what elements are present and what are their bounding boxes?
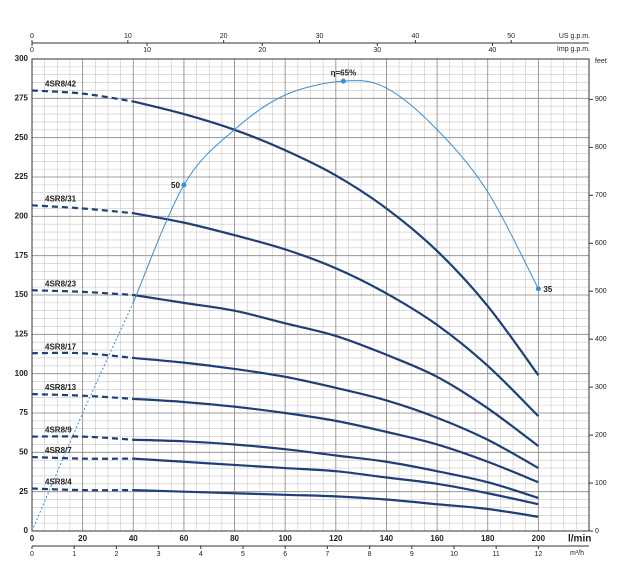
y-tick-label: 250 bbox=[15, 133, 29, 142]
m3h-axis-label: m³/h bbox=[570, 550, 584, 557]
series-label: 4SR8/4 bbox=[45, 478, 72, 487]
y2-tick-label: 400 bbox=[595, 336, 607, 343]
efficiency-label: η=65% bbox=[331, 68, 357, 77]
axis-tick-label: 6 bbox=[283, 551, 287, 558]
curve bbox=[133, 488, 539, 518]
curve bbox=[133, 356, 539, 470]
axis-tick-label: 30 bbox=[316, 33, 324, 40]
curve bbox=[133, 397, 539, 484]
x-tick-label: 80 bbox=[230, 534, 239, 543]
x-tick-label: 40 bbox=[129, 534, 138, 543]
axis-tick-label: 7 bbox=[325, 551, 329, 558]
curve bbox=[133, 457, 539, 506]
series-label: 4SR8/13 bbox=[45, 383, 77, 392]
axis-tick-label: 10 bbox=[450, 551, 458, 558]
axis-tick-label: 0 bbox=[30, 33, 34, 40]
y2-tick-label: 100 bbox=[595, 480, 607, 487]
series-label: 4SR8/17 bbox=[45, 342, 77, 351]
y-tick-label: 175 bbox=[15, 251, 29, 260]
curve-dashed bbox=[31, 204, 134, 215]
y2-tick-label: 0 bbox=[595, 528, 599, 535]
x-tick-label: 20 bbox=[78, 534, 87, 543]
curve-dashed bbox=[31, 487, 134, 492]
curve bbox=[133, 438, 539, 500]
axis-tick-label: 10 bbox=[124, 33, 132, 40]
axis-tick-label: 12 bbox=[534, 551, 542, 558]
axis-tick-label: 0 bbox=[30, 47, 34, 54]
axis-tick-label: 20 bbox=[220, 33, 228, 40]
y-tick-label: 25 bbox=[19, 487, 28, 496]
axis-tick-label: 11 bbox=[493, 551, 500, 558]
axis-tick-label: 0 bbox=[30, 551, 34, 558]
y-tick-label: 200 bbox=[15, 211, 29, 220]
curve-dashed bbox=[31, 455, 134, 460]
x-tick-label: 120 bbox=[329, 534, 343, 543]
y2-tick-label: 600 bbox=[595, 240, 607, 247]
y2-tick-label: 800 bbox=[595, 144, 607, 151]
y-tick-label: 100 bbox=[15, 369, 29, 378]
axis-tick-label: 5 bbox=[241, 551, 245, 558]
us-axis-label: US g.p.m. bbox=[559, 33, 590, 40]
efficiency-point bbox=[535, 286, 541, 292]
axis-tick-label: 40 bbox=[489, 47, 497, 54]
efficiency-label: 35 bbox=[543, 285, 552, 294]
y2-tick-label: 500 bbox=[595, 288, 607, 295]
curve-dashed bbox=[31, 435, 134, 441]
axis-tick-label: 30 bbox=[373, 47, 381, 54]
imp-axis-label: Imp g.p.m. bbox=[557, 46, 590, 53]
axis-tick-label: 2 bbox=[114, 551, 118, 558]
x-tick-label: 0 bbox=[30, 534, 35, 543]
series-label: 4SR8/7 bbox=[45, 446, 72, 455]
x-tick-label: 160 bbox=[430, 534, 444, 543]
curve-dashed bbox=[31, 89, 134, 103]
y-tick-label: 50 bbox=[19, 447, 28, 456]
axis-tick-label: 50 bbox=[507, 33, 515, 40]
y-tick-label: 150 bbox=[15, 290, 29, 299]
curve-dashed bbox=[31, 393, 134, 400]
curve bbox=[133, 100, 540, 376]
y2-tick-label: 300 bbox=[595, 384, 607, 391]
y-tick-label: 75 bbox=[19, 408, 28, 417]
curve bbox=[133, 293, 540, 447]
y-tick-label: 125 bbox=[15, 329, 29, 338]
axis-tick-label: 1 bbox=[72, 551, 76, 558]
series-label: 4SR8/31 bbox=[45, 194, 77, 203]
axis-tick-label: 20 bbox=[258, 47, 266, 54]
axis-tick-label: 3 bbox=[157, 551, 161, 558]
efficiency-dotted bbox=[31, 302, 134, 532]
y-tick-label: 225 bbox=[15, 172, 29, 181]
series-label: 4SR8/9 bbox=[45, 426, 72, 435]
axis-tick-label: 9 bbox=[410, 551, 414, 558]
x-axis-label: l/min bbox=[568, 534, 591, 545]
y-tick-label: 275 bbox=[15, 93, 29, 102]
x-tick-label: 140 bbox=[380, 534, 394, 543]
series-label: 4SR8/23 bbox=[45, 279, 77, 288]
x-tick-label: 100 bbox=[279, 534, 293, 543]
y-tick-label: 300 bbox=[15, 54, 29, 63]
series-label: 4SR8/42 bbox=[45, 80, 77, 89]
axis-tick-label: 8 bbox=[368, 551, 372, 558]
efficiency-point bbox=[340, 78, 346, 84]
x-tick-label: 60 bbox=[179, 534, 188, 543]
curve-dashed bbox=[31, 289, 134, 297]
x-tick-label: 180 bbox=[481, 534, 495, 543]
efficiency-point bbox=[181, 182, 187, 188]
x-tick-label: 200 bbox=[532, 534, 546, 543]
y2-tick-label: 700 bbox=[595, 192, 607, 199]
curve bbox=[133, 212, 540, 417]
plot-frame bbox=[31, 58, 590, 532]
axis-tick-label: 10 bbox=[143, 47, 151, 54]
curve-dashed bbox=[31, 351, 134, 360]
y-tick-label: 0 bbox=[24, 526, 29, 535]
efficiency-label: 50 bbox=[171, 181, 180, 190]
y2-tick-label: 900 bbox=[595, 96, 607, 103]
axis-tick-label: 4 bbox=[199, 551, 203, 558]
axis-tick-label: 40 bbox=[411, 33, 419, 40]
y2-tick-label: 200 bbox=[595, 432, 607, 439]
feet-axis-label: feet bbox=[595, 58, 607, 65]
